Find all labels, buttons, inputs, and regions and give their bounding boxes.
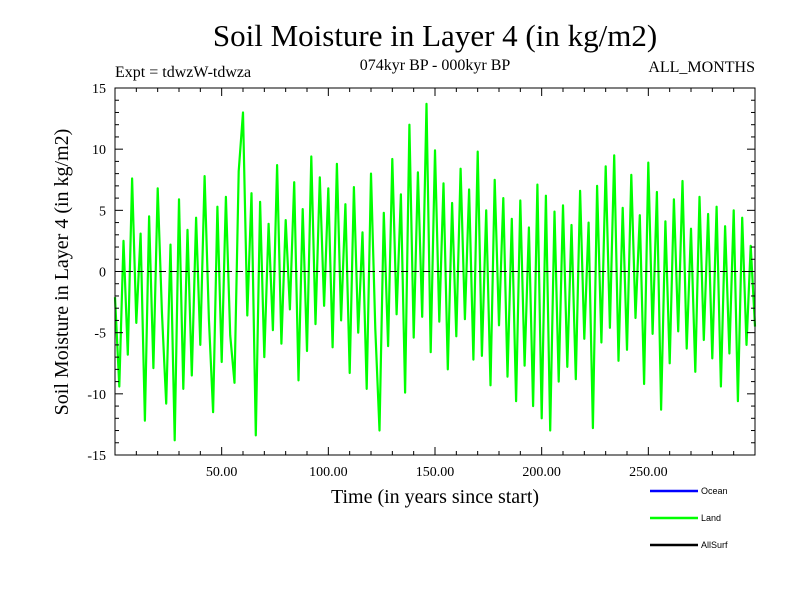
x-axis-label: Time (in years since start) xyxy=(331,486,539,508)
legend-label-ocean: Ocean xyxy=(701,486,728,496)
y-tick-label: -15 xyxy=(87,449,106,464)
chart-title: Soil Moisture in Layer 4 (in kg/m2) xyxy=(213,18,657,53)
y-tick-label: 15 xyxy=(92,82,106,97)
y-tick-label: -10 xyxy=(87,388,106,403)
experiment-label: Expt = tdwzW-tdwza xyxy=(115,64,251,81)
months-label: ALL_MONTHS xyxy=(648,59,755,76)
y-tick-label: 0 xyxy=(99,266,106,281)
x-tick-label: 150.00 xyxy=(416,465,455,480)
y-tick-label: 5 xyxy=(99,204,106,219)
y-tick-label: 10 xyxy=(92,143,106,158)
y-tick-label: -5 xyxy=(94,327,106,342)
legend: Ocean Land AllSurf xyxy=(650,486,728,550)
legend-label-allsurf: AllSurf xyxy=(701,540,728,550)
x-tick-label: 100.00 xyxy=(309,465,348,480)
period-label: 074kyr BP - 000kyr BP xyxy=(360,57,511,74)
x-tick-label: 250.00 xyxy=(629,465,668,480)
x-tick-label: 200.00 xyxy=(522,465,561,480)
legend-label-land: Land xyxy=(701,513,721,523)
series-line-land xyxy=(113,102,757,442)
plot-area: 50.00 100.00 150.00 200.00 250.00 -15 -10 -5 0 5 1… xyxy=(87,82,757,480)
x-tick-label: 50.00 xyxy=(206,465,238,480)
y-axis-label: Soil Moisture in Layer 4 (in kg/m2) xyxy=(51,129,73,416)
